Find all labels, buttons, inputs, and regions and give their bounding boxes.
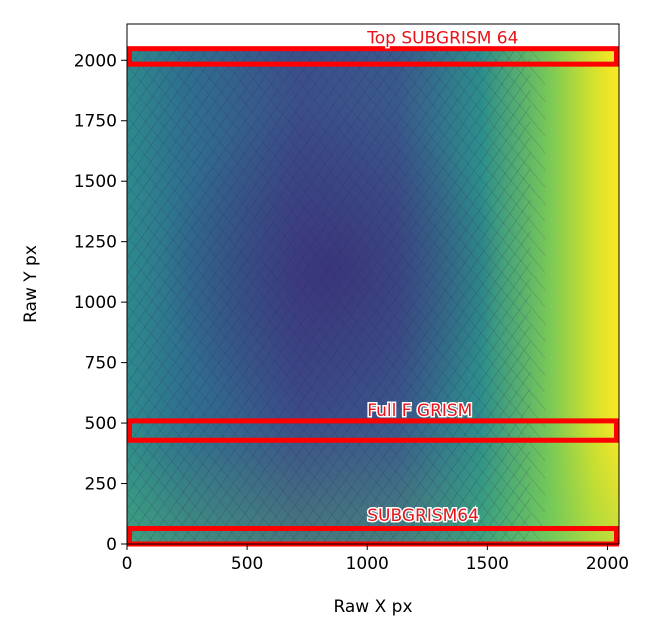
x-axis: 0 500 1000 1500 2000: [122, 544, 629, 574]
plot-frame: [126, 23, 620, 545]
image-texture-b: [127, 48, 546, 544]
y-tick-label: 1250: [74, 233, 117, 253]
y-tick-label: 1750: [74, 112, 117, 132]
x-tick-label: 1000: [346, 554, 389, 574]
region-label: Full F GRISM: [367, 401, 472, 421]
region-box: [127, 46, 619, 67]
x-axis-label: Raw X px: [333, 597, 412, 617]
y-axis-label: Raw Y px: [21, 245, 41, 323]
x-tick-label: 0: [122, 554, 133, 574]
region-box: [127, 418, 619, 443]
y-tick-label: 1500: [74, 172, 117, 192]
y-tick-label: 250: [85, 475, 117, 495]
regions-layer: Top SUBGRISM 64 Full F GRISM SUBGRISM64: [127, 27, 619, 547]
detector-image: [127, 48, 619, 544]
x-tick-label: 2000: [586, 554, 629, 574]
y-tick-label: 1000: [74, 293, 117, 313]
x-tick-label: 500: [231, 554, 263, 574]
y-tick-label: 500: [85, 414, 117, 434]
region-label: SUBGRISM64: [367, 506, 479, 526]
y-tick-label: 0: [106, 535, 117, 555]
y-tick-label: 750: [85, 354, 117, 374]
y-axis: 0 250 500 750 1000 1250 1500 1750 2000: [74, 51, 127, 555]
y-tick-label: 2000: [74, 51, 117, 71]
region-label: Top SUBGRISM 64: [366, 28, 518, 48]
x-tick-label: 1500: [466, 554, 509, 574]
